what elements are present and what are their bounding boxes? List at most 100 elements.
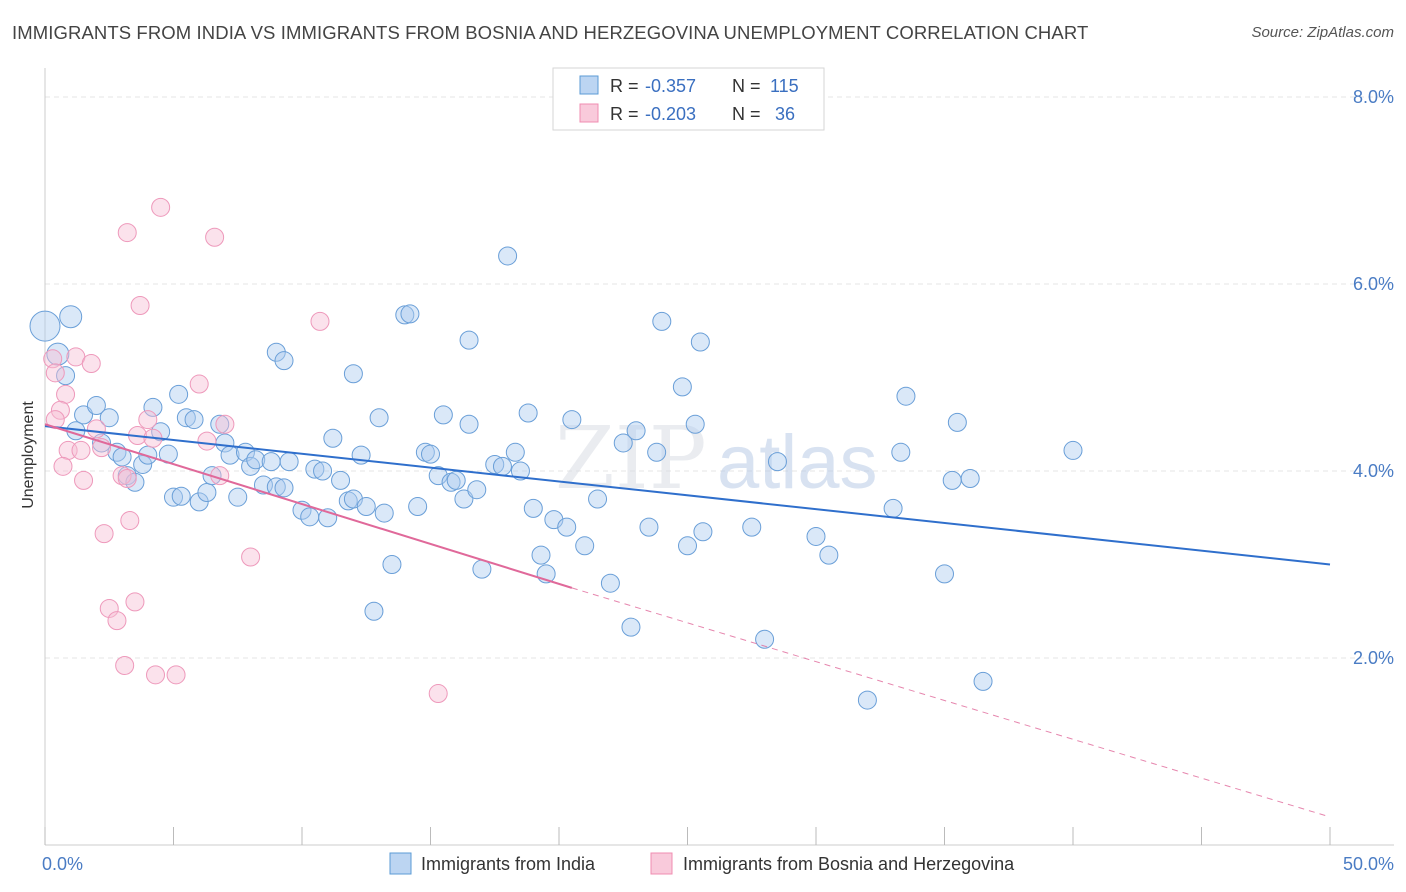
india-point-86 [626, 421, 646, 441]
india-point-87 [639, 517, 659, 537]
india-point-102 [891, 442, 911, 462]
india-point-70 [492, 456, 512, 476]
india-point-89 [652, 311, 672, 331]
india-point-81 [575, 536, 595, 556]
india-point-25 [210, 414, 230, 434]
x-tick-label-min: 0.0% [42, 854, 83, 874]
india-point-35 [274, 478, 294, 498]
india-point-54 [382, 555, 402, 574]
bosnia-point-10 [71, 440, 91, 460]
india-point-98 [806, 526, 826, 546]
bosnia-point-1 [45, 363, 65, 383]
india-point-0 [29, 310, 61, 342]
india-point-66 [467, 480, 487, 500]
india-point-18 [164, 487, 183, 507]
india-point-90 [672, 377, 692, 397]
india-point-97 [767, 452, 787, 472]
chart-title: IMMIGRANTS FROM INDIA VS IMMIGRANTS FROM… [12, 22, 1089, 43]
bosnia-point-18 [94, 524, 114, 544]
india-point-45 [331, 470, 351, 490]
bosnia-point-24 [189, 374, 209, 394]
india-point-23 [197, 483, 217, 503]
india-point-38 [274, 351, 294, 371]
india-point-44 [323, 428, 343, 448]
india-point-96 [755, 629, 775, 649]
stats-r-value-bosnia: -0.203 [645, 104, 696, 124]
india-point-42 [313, 461, 333, 481]
india-point-100 [857, 690, 877, 710]
india-point-108 [942, 470, 962, 490]
bosnia-point-25 [197, 431, 217, 451]
india-point-65 [459, 414, 479, 434]
india-point-28 [228, 487, 248, 507]
bosnia-point-5 [50, 400, 70, 420]
india-point-83 [600, 573, 620, 593]
trend-lines [44, 423, 1331, 818]
india-point-106 [960, 468, 980, 488]
stats-n-label-bosnia: N = [732, 104, 761, 124]
india-point-1 [59, 305, 83, 329]
india-point-72 [505, 442, 525, 462]
india-point-84 [613, 433, 633, 453]
india-point-57 [408, 497, 428, 517]
bosnia-point-30 [99, 598, 119, 618]
bosnia-point-6 [45, 410, 65, 430]
gridlines [45, 96, 1394, 659]
y-tick-labels: 2.0% 4.0% 6.0% 8.0% [1353, 87, 1394, 668]
india-point-53 [374, 503, 394, 523]
india-point-107 [973, 671, 993, 691]
bosnia-point-27 [215, 414, 235, 434]
watermark-atlas: atlas [717, 420, 878, 505]
india-point-67 [459, 330, 479, 350]
india-point-5 [86, 396, 106, 416]
india-point-56 [400, 304, 420, 324]
india-point-103 [896, 386, 916, 406]
bosnia-point-22 [205, 227, 225, 247]
india-point-4 [74, 405, 94, 425]
india-point-2 [46, 342, 70, 366]
bosnia-point-29 [241, 547, 261, 567]
legend-swatch-india [389, 852, 412, 875]
bosnia-point-4 [56, 384, 76, 404]
bosnia-point-31 [107, 611, 127, 631]
stats-n-value-india: 115 [770, 76, 799, 96]
india-point-6 [99, 408, 119, 428]
india-point-76 [531, 545, 551, 565]
india-point-71 [498, 246, 518, 266]
stats-r-value-india: -0.357 [645, 76, 696, 96]
india-point-49 [356, 497, 376, 517]
trend-line-bosnia-extension [571, 587, 1331, 818]
india-point-16 [151, 422, 171, 442]
india-point-104 [935, 564, 954, 584]
bosnia-point-34 [146, 665, 166, 685]
india-point-105 [947, 412, 967, 432]
bosnia-point-21 [151, 197, 171, 217]
india-point-92 [685, 414, 705, 434]
trend-line-bosnia [44, 423, 573, 589]
india-point-31 [246, 450, 266, 470]
india-point-41 [305, 459, 325, 479]
india-point-20 [176, 408, 196, 428]
india-point-19 [169, 384, 189, 404]
bosnia-point-8 [53, 456, 73, 476]
y-tick-label-3: 8.0% [1353, 87, 1394, 107]
india-point-94 [678, 536, 697, 556]
india-point-59 [421, 444, 440, 464]
india-point-109 [1063, 440, 1083, 460]
india-point-52 [369, 408, 389, 428]
bosnia-point-28 [310, 311, 330, 331]
india-point-73 [510, 461, 530, 481]
bottom-legend: Immigrants from India Immigrants from Bo… [389, 852, 1015, 875]
bosnia-point-3 [81, 353, 101, 373]
stats-legend: R = -0.357 N = 115 R = -0.203 N = 36 [552, 67, 825, 131]
y-tick-label-1: 4.0% [1353, 461, 1394, 481]
india-point-40 [300, 507, 320, 527]
india-point-8 [92, 433, 112, 453]
india-point-63 [446, 470, 466, 490]
bosnia-point-23 [130, 296, 150, 316]
bosnia-point-36 [428, 684, 448, 704]
bosnia-point-32 [125, 592, 145, 612]
bosnia-point-14 [117, 468, 137, 488]
india-point-88 [647, 442, 667, 462]
